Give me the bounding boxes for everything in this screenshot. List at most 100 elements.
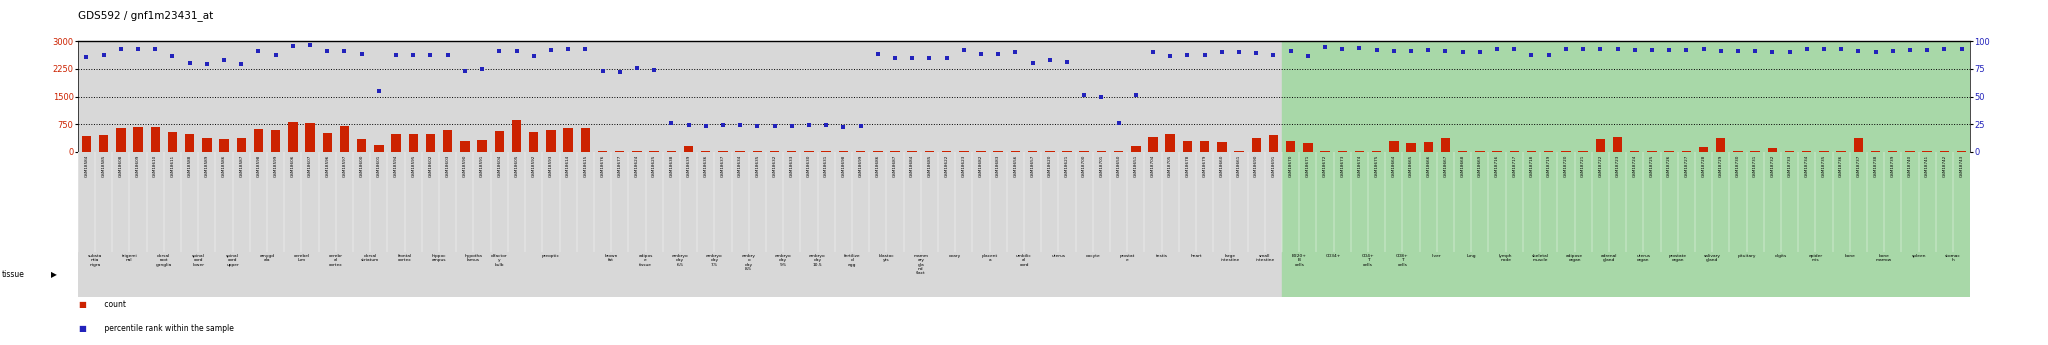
Bar [1333,41,1352,152]
Bar [94,41,113,152]
Bar [1591,252,1610,297]
Bar [254,129,264,152]
Point [1739,48,1772,53]
Bar [1782,152,1798,252]
Bar [406,252,422,297]
Bar [782,152,801,252]
Bar [973,252,989,297]
Bar [543,152,559,252]
Text: GSM18597: GSM18597 [342,155,346,177]
Bar [199,252,215,297]
Text: embry
o
day
8.5: embry o day 8.5 [741,254,756,271]
Bar [473,41,492,152]
Bar [1059,41,1075,152]
Text: GSM18599: GSM18599 [274,155,279,177]
Bar [457,152,473,252]
Text: GSM18719: GSM18719 [1546,155,1550,177]
Text: B220+
B
cells: B220+ B cells [1292,254,1307,267]
Bar [1677,41,1696,152]
Text: GSM18592: GSM18592 [532,155,537,177]
Bar [1696,41,1712,152]
Bar [1130,146,1141,152]
Bar [492,252,508,297]
Bar [285,252,301,297]
Text: blastoc
yts: blastoc yts [879,254,895,263]
Point [465,66,498,72]
Text: GSM18739: GSM18739 [1890,155,1894,177]
Point [174,61,207,66]
Bar [524,252,543,297]
Text: spleen: spleen [1911,254,1925,258]
Bar [1837,151,1845,152]
Text: uterus: uterus [1051,254,1065,258]
Bar [1612,137,1622,152]
Bar [301,41,319,152]
Point [121,47,154,52]
Text: GSM18666: GSM18666 [1425,155,1430,177]
Bar [1798,152,1815,252]
Point [895,56,928,61]
Text: GSM18631: GSM18631 [823,155,827,177]
Bar [319,41,336,152]
Bar [1888,151,1898,152]
Bar [977,151,985,152]
Bar [1094,41,1110,152]
Bar [1868,252,1884,297]
Bar [438,252,457,297]
Bar [887,152,903,252]
Bar [1126,152,1145,252]
Bar [1251,138,1262,152]
Bar [664,252,680,297]
Bar [508,152,524,252]
Bar [1853,138,1864,152]
Bar [1161,152,1180,252]
Bar [233,252,250,297]
Point [569,47,602,52]
Bar [1556,41,1575,152]
Text: olfactor
y
bulb: olfactor y bulb [492,254,508,267]
Text: GSM18598: GSM18598 [256,155,260,177]
Bar [766,152,782,252]
Bar [1833,252,1849,297]
Bar [1884,41,1901,152]
Bar [1747,152,1763,252]
Bar [117,128,125,152]
Text: GSM18671: GSM18671 [1307,155,1311,177]
Bar [1354,151,1364,152]
Bar [1901,152,1919,252]
Bar [1384,252,1403,297]
Text: hypotha
lamus: hypotha lamus [465,254,483,263]
Bar [696,152,715,252]
Bar [147,252,164,297]
Bar [559,252,578,297]
Bar [1798,252,1815,297]
Bar [1884,252,1901,297]
Bar [78,41,94,152]
Bar [1696,152,1712,252]
Bar [629,152,645,252]
Text: adipose
organ: adipose organ [1567,254,1583,263]
Bar [629,252,645,297]
Bar [680,41,696,152]
Bar [938,252,954,297]
Bar [1751,151,1759,152]
Bar [1298,152,1317,252]
Bar [1729,41,1747,152]
Bar [94,152,113,252]
Point [1206,50,1239,55]
Bar [1919,252,1935,297]
Bar [1180,41,1196,152]
Bar [250,252,266,297]
Bar [1470,41,1489,152]
Text: GSM18632: GSM18632 [772,155,776,177]
Bar [492,152,508,252]
Bar [872,151,883,152]
Bar [1075,152,1094,252]
Point [1051,59,1083,65]
Bar [1368,252,1384,297]
Bar [1040,252,1059,297]
Text: liver: liver [1432,254,1442,258]
Point [207,57,240,62]
Text: dorsal
root
ganglia: dorsal root ganglia [156,254,172,267]
Point [981,51,1014,57]
